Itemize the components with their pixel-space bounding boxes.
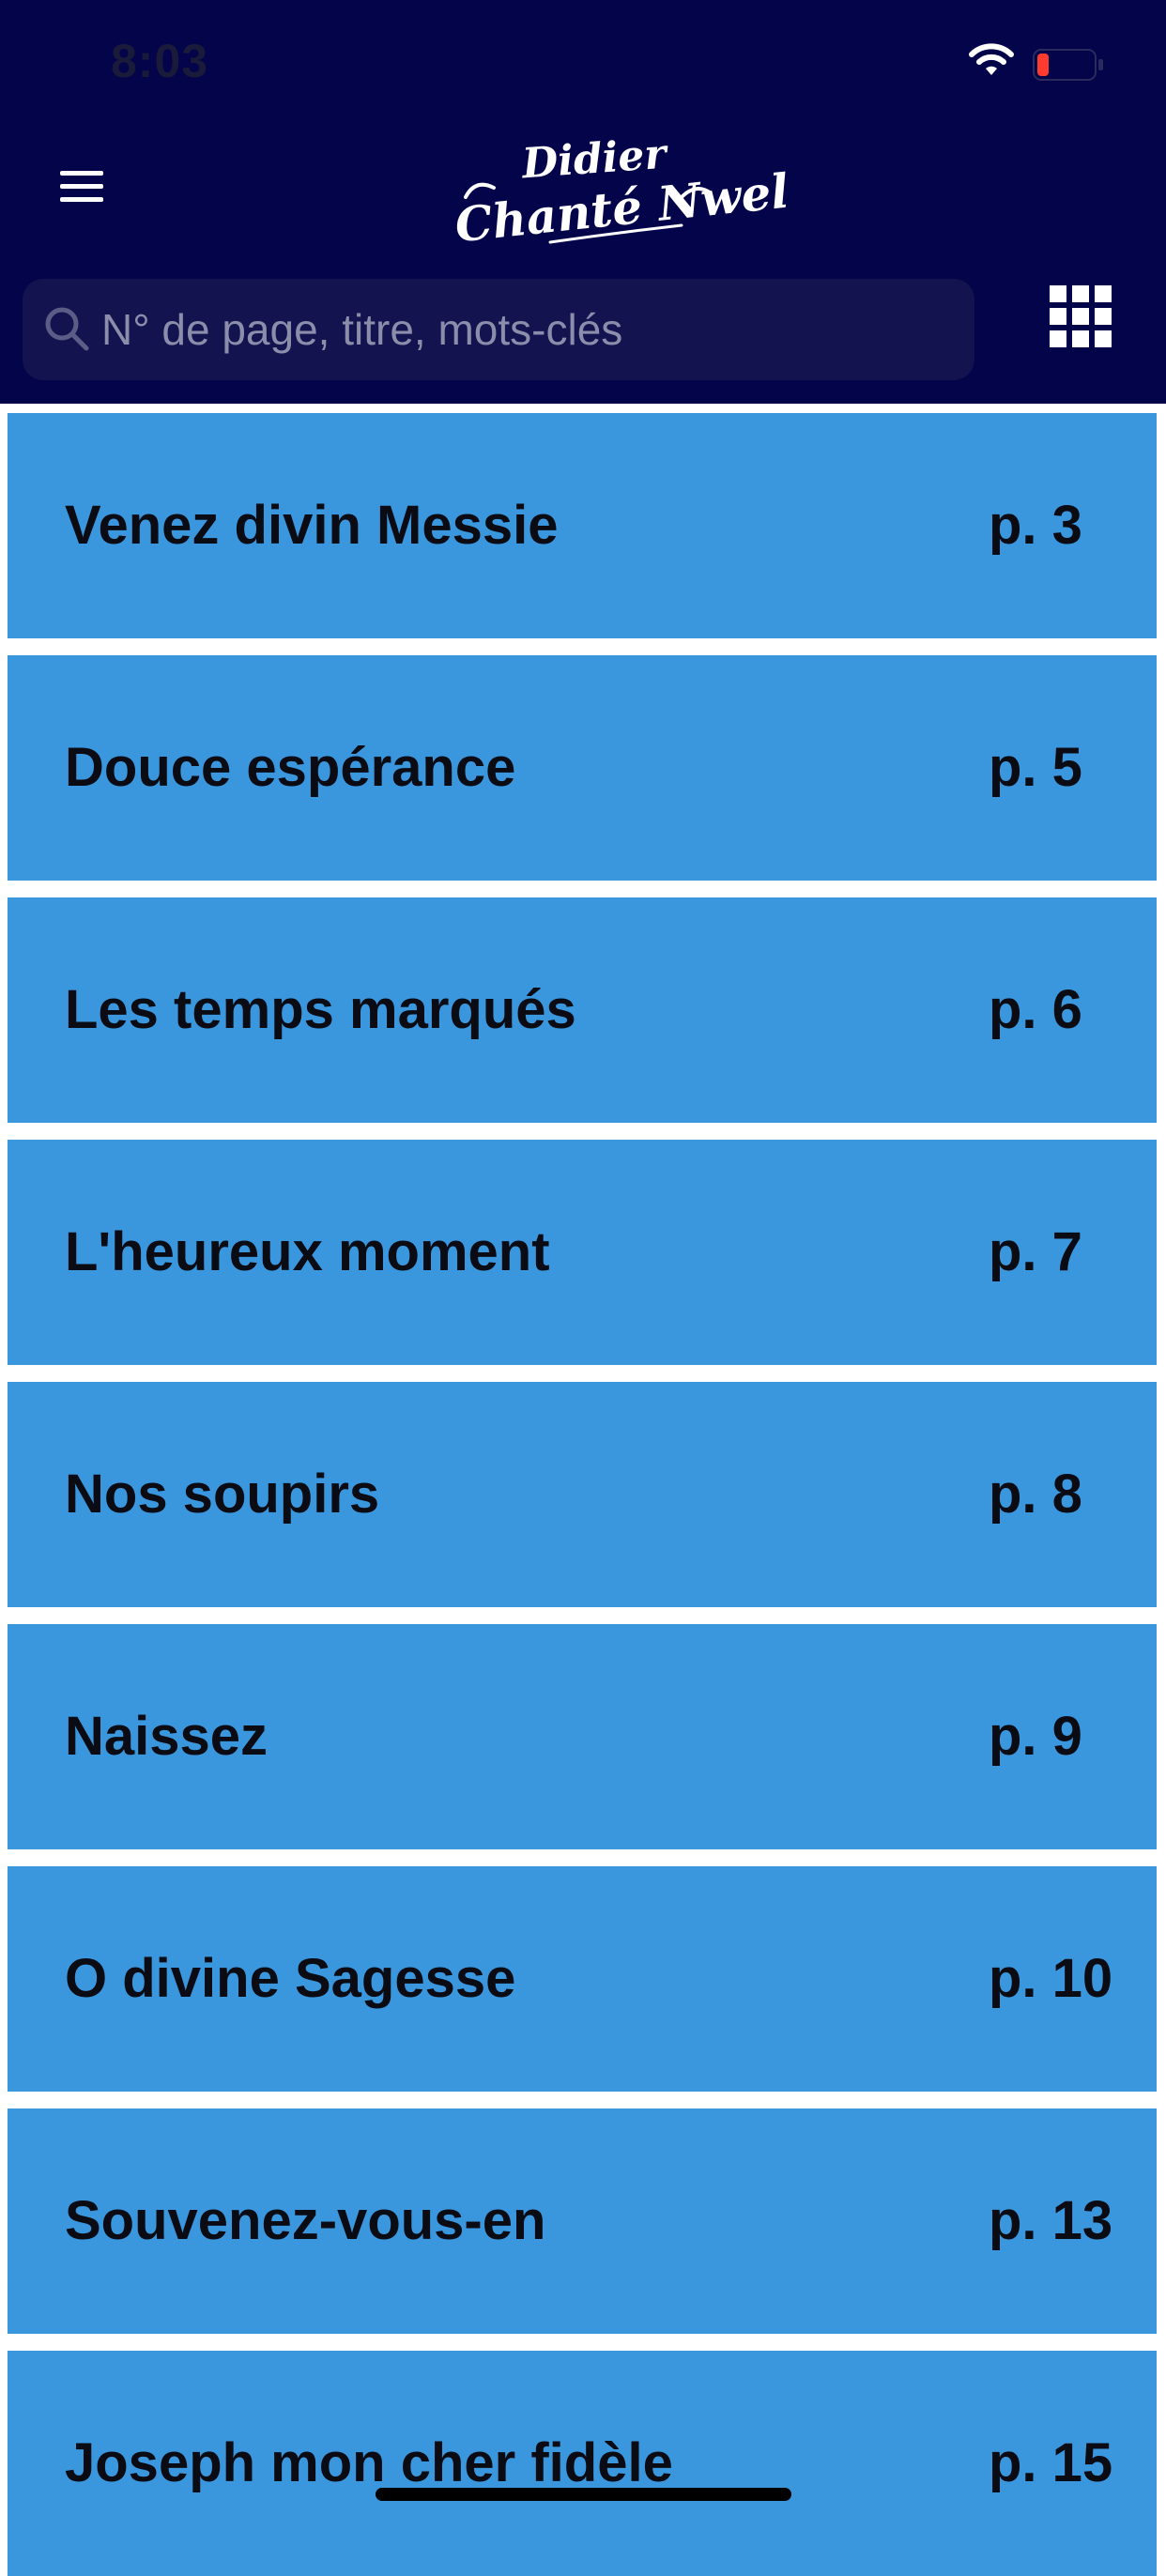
grid-cell [1050, 330, 1066, 347]
grid-cell [1072, 330, 1089, 347]
song-title: Douce espérance [65, 737, 516, 798]
song-title: Venez divin Messie [65, 495, 559, 556]
hamburger-menu-icon [60, 170, 103, 176]
battery-icon [1033, 49, 1103, 81]
song-item[interactable]: Naissez p. 9 [8, 1624, 1157, 1849]
grid-cell [1072, 308, 1089, 325]
song-page-number: p. 13 [989, 2190, 1113, 2251]
song-page-number: p. 7 [989, 1221, 1082, 1282]
wifi-icon [969, 43, 1014, 75]
song-page-number: p. 6 [989, 979, 1082, 1040]
search-box[interactable] [23, 279, 974, 380]
grid-view-icon [1050, 285, 1066, 302]
song-page-number: p. 5 [989, 737, 1082, 798]
app-logo: Didier Chanté Nwel [447, 130, 791, 253]
song-item[interactable]: O divine Sagesse p. 10 [8, 1866, 1157, 2092]
song-title: Joseph mon cher fidèle [65, 2432, 673, 2493]
home-indicator [376, 2488, 791, 2501]
grid-cell [1095, 285, 1112, 302]
song-title: O divine Sagesse [65, 1948, 516, 2009]
song-item[interactable]: Souvenez-vous-en p. 13 [8, 2108, 1157, 2334]
search-icon [45, 307, 89, 351]
song-title: Naissez [65, 1706, 268, 1767]
song-item[interactable]: Nos soupirs p. 8 [8, 1382, 1157, 1607]
grid-cell [1095, 308, 1112, 325]
grid-cell [1095, 330, 1112, 347]
song-item[interactable]: L'heureux moment p. 7 [8, 1140, 1157, 1365]
grid-view-button[interactable] [1050, 285, 1112, 347]
song-item[interactable]: Joseph mon cher fidèle p. 15 [8, 2351, 1157, 2576]
song-title: Les temps marqués [65, 979, 576, 1040]
song-page-number: p. 8 [989, 1464, 1082, 1525]
song-title: Souvenez-vous-en [65, 2190, 546, 2251]
song-title: L'heureux moment [65, 1221, 550, 1282]
song-page-number: p. 9 [989, 1706, 1082, 1767]
hamburger-line [60, 183, 103, 189]
song-page-number: p. 10 [989, 1948, 1113, 2009]
song-page-number: p. 15 [989, 2432, 1113, 2493]
search-input[interactable] [101, 279, 956, 380]
song-item[interactable]: Venez divin Messie p. 3 [8, 413, 1157, 638]
status-time: 8:03 [111, 35, 209, 87]
song-title: Nos soupirs [65, 1464, 380, 1525]
hamburger-line [60, 196, 103, 202]
grid-cell [1072, 285, 1089, 302]
grid-cell [1050, 308, 1066, 325]
song-item[interactable]: Les temps marqués p. 6 [8, 897, 1157, 1123]
song-item[interactable]: Douce espérance p. 5 [8, 655, 1157, 881]
song-page-number: p. 3 [989, 495, 1082, 556]
status-bar: 8:03 [0, 0, 1166, 122]
logo-swoosh-icon [464, 182, 712, 244]
menu-button[interactable] [51, 158, 115, 214]
app-header: 8:03 Didier Chanté Nwel [0, 0, 1166, 404]
